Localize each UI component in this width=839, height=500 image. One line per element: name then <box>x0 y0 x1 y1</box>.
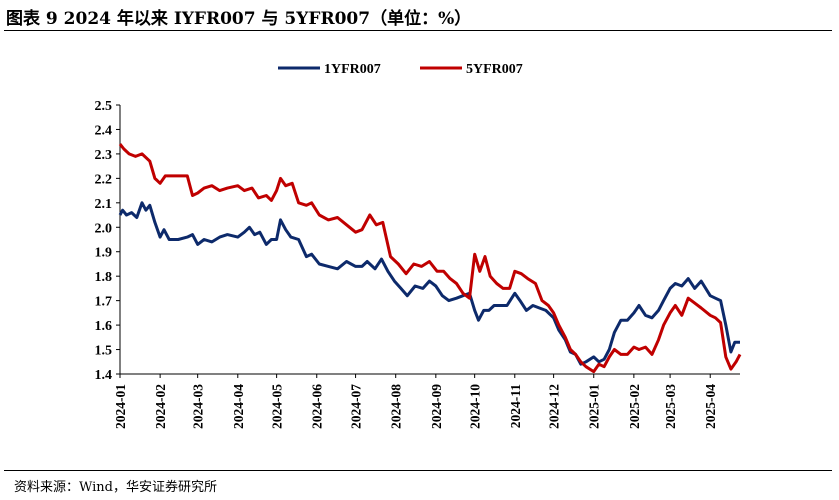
x-tick-label: 2025-03 <box>663 384 678 429</box>
x-tick-label: 2024-05 <box>270 384 285 429</box>
x-tick-label: 2025-02 <box>627 384 642 429</box>
chart-title: 图表 9 2024 年以来 IYFR007 与 5YFR007（单位：%） <box>6 9 472 29</box>
y-tick-label: 2.3 <box>95 148 113 163</box>
y-tick-label: 2.1 <box>95 197 113 212</box>
y-tick-label: 2.2 <box>95 172 113 187</box>
x-tick-label: 2024-07 <box>349 384 364 429</box>
x-tick-label: 2024-08 <box>389 384 404 429</box>
y-tick-label: 2.5 <box>95 99 113 114</box>
x-tick-label: 2024-11 <box>508 384 523 429</box>
x-tick-label: 2024-01 <box>113 384 128 429</box>
y-tick-label: 1.9 <box>95 246 113 261</box>
series-line-1yfr007 <box>118 201 740 366</box>
x-tick-label: 2025-01 <box>587 384 602 429</box>
y-tick-label: 1.5 <box>95 344 113 359</box>
source-note: 资料来源：Wind，华安证券研究所 <box>14 480 217 495</box>
x-tick-label: 2025-04 <box>703 384 718 429</box>
x-tick-label: 2024-06 <box>310 384 325 429</box>
legend-label: 5YFR007 <box>466 62 523 77</box>
x-tick-label: 2024-12 <box>547 384 562 429</box>
top-rule <box>4 30 832 31</box>
y-tick-label: 1.8 <box>95 270 113 285</box>
y-tick-label: 1.4 <box>95 368 113 383</box>
y-tick-label: 2.4 <box>95 123 113 138</box>
y-tick-label: 1.7 <box>95 295 113 310</box>
legend-label: 1YFR007 <box>324 62 381 77</box>
x-tick-label: 2024-03 <box>191 384 206 429</box>
series-line-5yfr007 <box>118 143 742 374</box>
bottom-rule <box>4 470 832 471</box>
y-tick-label: 1.6 <box>95 319 113 334</box>
x-tick-label: 2024-09 <box>429 384 444 429</box>
y-tick-label: 2.0 <box>95 221 113 236</box>
x-tick-label: 2024-04 <box>231 384 246 429</box>
x-tick-label: 2024-10 <box>468 384 483 429</box>
line-chart: 1.4 1.5 1.6 1.7 1.8 1.9 2.0 2.1 2.2 2.3 2.4 2.5 2024… <box>95 62 742 429</box>
x-tick-label: 2024-02 <box>153 384 168 429</box>
